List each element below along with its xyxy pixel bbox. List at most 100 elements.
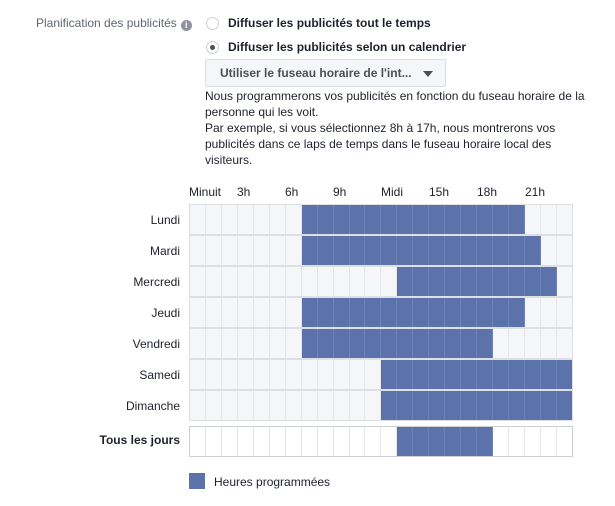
day-hour-cell[interactable] [413,391,430,420]
day-hour-cell[interactable] [556,391,572,420]
day-hour-cell[interactable] [477,329,494,358]
day-hour-cell[interactable] [301,267,318,296]
day-hour-cell[interactable] [525,391,541,420]
day-hour-cell[interactable] [540,329,557,358]
day-hour-cell[interactable] [477,298,494,327]
day-hour-cell[interactable] [365,360,382,389]
day-hour-cell[interactable] [461,360,478,389]
day-hour-cell[interactable] [413,267,430,296]
day-hour-cell[interactable] [461,236,478,265]
day-hour-cell[interactable] [333,205,350,234]
all-days-hour-cell[interactable] [493,427,510,456]
day-hour-cell[interactable] [317,267,334,296]
day-hour-cell[interactable] [221,236,238,265]
day-hour-cell[interactable] [349,298,366,327]
day-hour-cell[interactable] [397,298,414,327]
all-days-hour-cell[interactable] [556,427,572,456]
day-hour-cell[interactable] [333,298,350,327]
day-hour-cell[interactable] [381,298,398,327]
all-days-hour-cell[interactable] [397,427,414,456]
day-hour-cell[interactable] [237,205,254,234]
day-hour-cell[interactable] [285,236,302,265]
day-hour-cell[interactable] [445,298,462,327]
day-hour-cell[interactable] [221,205,238,234]
day-hour-cell[interactable] [445,267,462,296]
day-hour-cell[interactable] [317,298,334,327]
all-days-hour-cell[interactable] [317,427,334,456]
day-hour-cell[interactable] [429,329,446,358]
day-hour-cell[interactable] [525,298,541,327]
day-hour-cell[interactable] [509,298,526,327]
day-hour-cell[interactable] [317,360,334,389]
day-hour-cell[interactable] [301,391,318,420]
day-hour-cell[interactable] [221,329,238,358]
day-hour-cell[interactable] [205,329,222,358]
day-hour-cell[interactable] [285,360,302,389]
day-hour-cell[interactable] [413,298,430,327]
timezone-dropdown[interactable]: Utiliser le fuseau horaire de l'int... [205,59,446,87]
day-hour-cell[interactable] [269,267,286,296]
day-hour-cell[interactable] [253,329,270,358]
day-hour-cell[interactable] [349,267,366,296]
all-days-hour-cell[interactable] [381,427,398,456]
day-hour-cell[interactable] [205,391,222,420]
day-hour-cell[interactable] [381,267,398,296]
day-hour-cell[interactable] [301,236,318,265]
day-hour-cell[interactable] [540,298,557,327]
all-days-hour-cell[interactable] [477,427,494,456]
day-hour-cell[interactable] [493,329,510,358]
all-days-hour-cell[interactable] [253,427,270,456]
day-hour-cell[interactable] [445,236,462,265]
day-hour-cell[interactable] [269,360,286,389]
day-hour-cell[interactable] [445,391,462,420]
all-days-hour-cell[interactable] [509,427,526,456]
day-hour-cell[interactable] [525,267,541,296]
all-days-hour-cell[interactable] [205,427,222,456]
day-hour-cell[interactable] [381,391,398,420]
day-hour-cell[interactable] [349,360,366,389]
all-days-hour-cell[interactable] [365,427,382,456]
all-days-hour-cell[interactable] [429,427,446,456]
day-hour-cell[interactable] [190,205,206,234]
day-row[interactable] [189,266,573,297]
day-hour-cell[interactable] [365,205,382,234]
day-hour-cell[interactable] [317,236,334,265]
day-hour-cell[interactable] [381,360,398,389]
day-hour-cell[interactable] [509,236,526,265]
day-hour-cell[interactable] [269,236,286,265]
day-hour-cell[interactable] [477,391,494,420]
day-hour-cell[interactable] [445,329,462,358]
day-hour-cell[interactable] [381,236,398,265]
day-hour-cell[interactable] [493,205,510,234]
day-hour-cell[interactable] [540,205,557,234]
day-hour-cell[interactable] [509,267,526,296]
day-hour-cell[interactable] [190,360,206,389]
day-hour-cell[interactable] [365,267,382,296]
day-hour-cell[interactable] [205,236,222,265]
day-hour-cell[interactable] [269,298,286,327]
day-hour-cell[interactable] [333,329,350,358]
day-hour-cell[interactable] [556,298,572,327]
day-hour-cell[interactable] [253,391,270,420]
day-hour-cell[interactable] [381,205,398,234]
day-hour-cell[interactable] [397,267,414,296]
day-hour-cell[interactable] [365,298,382,327]
day-hour-cell[interactable] [413,360,430,389]
day-hour-cell[interactable] [190,298,206,327]
day-hour-cell[interactable] [445,205,462,234]
day-hour-cell[interactable] [301,298,318,327]
day-hour-cell[interactable] [429,236,446,265]
day-hour-cell[interactable] [349,391,366,420]
day-hour-cell[interactable] [477,236,494,265]
day-row[interactable] [189,328,573,359]
all-days-hour-cell[interactable] [413,427,430,456]
day-hour-cell[interactable] [540,360,557,389]
all-days-hour-cell[interactable] [445,427,462,456]
day-hour-cell[interactable] [221,391,238,420]
day-hour-cell[interactable] [461,329,478,358]
day-hour-cell[interactable] [556,205,572,234]
day-hour-cell[interactable] [221,298,238,327]
day-hour-cell[interactable] [413,329,430,358]
day-hour-cell[interactable] [397,329,414,358]
day-hour-cell[interactable] [509,391,526,420]
